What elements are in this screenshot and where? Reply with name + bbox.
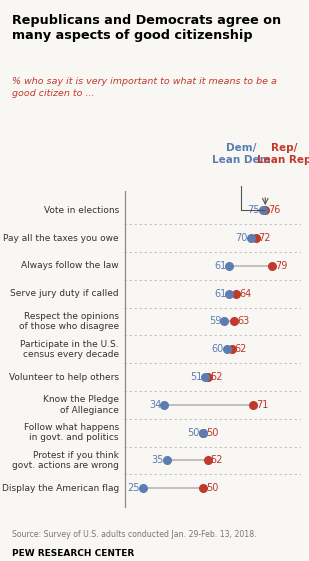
Text: Protest if you think
govt. actions are wrong: Protest if you think govt. actions are w…	[12, 450, 119, 470]
Text: 52: 52	[210, 456, 223, 466]
Text: 71: 71	[256, 400, 269, 410]
Text: Rep/
Lean Rep: Rep/ Lean Rep	[256, 143, 309, 165]
Text: 51: 51	[190, 372, 202, 382]
Text: 25: 25	[127, 483, 140, 493]
Text: 75: 75	[248, 205, 260, 215]
Text: 61: 61	[214, 261, 226, 271]
Text: 72: 72	[259, 233, 271, 243]
Text: 64: 64	[239, 288, 252, 298]
Text: 62: 62	[235, 344, 247, 354]
Text: PEW RESEARCH CENTER: PEW RESEARCH CENTER	[12, 549, 135, 558]
Text: 61: 61	[214, 288, 226, 298]
Text: % who say it is very important to what it means to be a
good citizen to ...: % who say it is very important to what i…	[12, 77, 277, 98]
Text: 34: 34	[149, 400, 162, 410]
Text: 50: 50	[188, 427, 200, 438]
Text: Always follow the law: Always follow the law	[21, 261, 119, 270]
Text: Know the Pledge
of Allegiance: Know the Pledge of Allegiance	[43, 395, 119, 415]
Text: 63: 63	[237, 316, 249, 327]
Text: 79: 79	[275, 261, 288, 271]
Text: 60: 60	[212, 344, 224, 354]
Text: Respect the opinions
of those who disagree: Respect the opinions of those who disagr…	[19, 312, 119, 331]
Text: 35: 35	[151, 456, 164, 466]
Text: Serve jury duty if called: Serve jury duty if called	[10, 289, 119, 298]
Text: Vote in elections: Vote in elections	[44, 206, 119, 215]
Text: Source: Survey of U.S. adults conducted Jan. 29-Feb. 13, 2018.: Source: Survey of U.S. adults conducted …	[12, 530, 257, 539]
Text: 50: 50	[206, 483, 218, 493]
Text: Display the American flag: Display the American flag	[2, 484, 119, 493]
Text: 50: 50	[206, 427, 218, 438]
Text: 52: 52	[210, 372, 223, 382]
Text: Volunteer to help others: Volunteer to help others	[9, 373, 119, 381]
Text: Follow what happens
in govt. and politics: Follow what happens in govt. and politic…	[24, 423, 119, 442]
Text: Dem/
Lean Dem: Dem/ Lean Dem	[212, 143, 270, 165]
Text: 70: 70	[235, 233, 248, 243]
Text: 59: 59	[209, 316, 222, 327]
Text: Participate in the U.S.
census every decade: Participate in the U.S. census every dec…	[20, 339, 119, 359]
Text: 76: 76	[268, 205, 281, 215]
Text: Pay all the taxes you owe: Pay all the taxes you owe	[3, 233, 119, 242]
Text: Republicans and Democrats agree on
many aspects of good citizenship: Republicans and Democrats agree on many …	[12, 14, 281, 42]
